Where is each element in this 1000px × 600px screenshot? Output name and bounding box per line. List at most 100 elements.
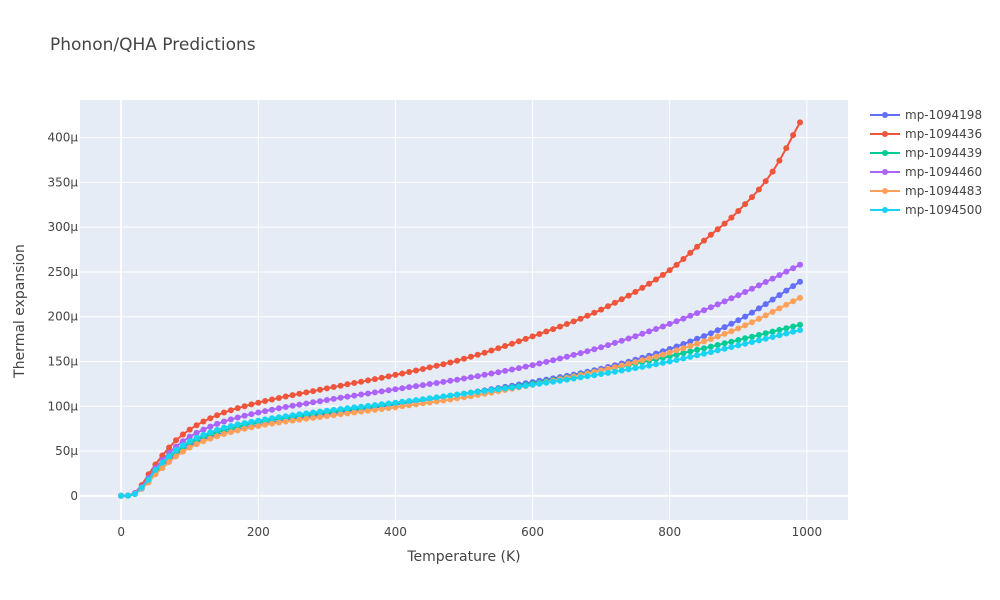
series-line: [121, 121, 801, 497]
data-point: [509, 340, 515, 347]
data-point: [481, 371, 488, 378]
data-point: [282, 393, 289, 400]
data-point: [440, 361, 447, 368]
data-point: [447, 392, 454, 399]
data-point: [269, 406, 275, 413]
legend-item[interactable]: mp-1094460: [870, 165, 982, 179]
data-point: [419, 400, 426, 407]
data-point: [742, 335, 749, 342]
data-point: [769, 328, 776, 335]
data-point: [351, 409, 358, 416]
data-point: [639, 357, 646, 364]
data-point: [735, 208, 742, 214]
data-point: [570, 351, 577, 358]
data-point: [392, 371, 399, 378]
data-point: [385, 405, 392, 412]
data-point: [721, 330, 728, 337]
legend-item[interactable]: mp-1094483: [870, 184, 982, 198]
data-point: [125, 492, 131, 499]
data-point: [193, 434, 200, 441]
data-point: [598, 371, 605, 377]
y-tick-label: 400µ: [47, 131, 78, 145]
data-point: [234, 427, 241, 434]
data-point: [385, 373, 392, 380]
data-point: [755, 337, 762, 344]
data-point: [255, 409, 262, 416]
data-point: [783, 301, 790, 308]
data-point: [721, 340, 728, 347]
data-point: [303, 400, 310, 407]
data-point: [378, 401, 385, 408]
data-point: [666, 349, 673, 356]
data-point: [337, 394, 344, 401]
data-point: [337, 406, 344, 412]
data-point: [481, 349, 488, 356]
data-point: [714, 301, 721, 308]
data-point: [474, 373, 481, 380]
data-point: [275, 419, 282, 426]
data-point: [728, 328, 735, 335]
data-point: [673, 318, 680, 325]
legend[interactable]: mp-1094198 mp-1094436 mp-1094439 mp-1094460…: [870, 108, 982, 217]
data-point: [701, 307, 707, 314]
legend-item[interactable]: mp-1094500: [870, 203, 982, 217]
data-point: [769, 334, 776, 340]
data-point: [742, 289, 749, 295]
data-point: [193, 422, 200, 429]
data-point: [344, 405, 351, 412]
legend-label: mp-1094436: [905, 127, 982, 141]
legend-item[interactable]: mp-1094198: [870, 108, 982, 122]
data-point: [413, 383, 419, 390]
data-point: [776, 305, 783, 312]
data-point: [426, 399, 433, 406]
data-point: [762, 312, 769, 319]
data-point: [694, 340, 701, 347]
data-point: [543, 379, 550, 386]
data-point: [399, 403, 406, 410]
data-point: [749, 309, 755, 316]
series-line: [121, 263, 801, 497]
data-point: [371, 389, 378, 396]
legend-label: mp-1094439: [905, 146, 982, 160]
data-point: [632, 288, 639, 295]
legend-item[interactable]: mp-1094439: [870, 146, 982, 160]
data-point: [310, 388, 317, 395]
data-point: [769, 275, 776, 282]
data-point: [138, 484, 145, 491]
data-point: [591, 346, 598, 353]
data-point: [241, 412, 248, 419]
data-point: [200, 431, 207, 438]
data-point: [762, 178, 769, 185]
data-point: [289, 412, 296, 419]
data-point: [714, 342, 721, 348]
data-point: [248, 401, 255, 408]
data-point: [433, 394, 440, 401]
legend-item[interactable]: mp-1094436: [870, 127, 982, 141]
data-point: [330, 406, 337, 413]
data-point: [419, 396, 426, 403]
data-point: [227, 423, 234, 429]
data-point: [385, 400, 392, 407]
data-point: [529, 333, 536, 340]
data-point: [495, 386, 502, 393]
data-point: [413, 397, 419, 404]
data-point: [749, 319, 755, 326]
data-point: [344, 381, 351, 388]
data-point: [783, 145, 790, 152]
data-point: [234, 405, 241, 412]
data-point: [227, 416, 234, 423]
data-point: [666, 267, 673, 274]
data-point: [378, 374, 385, 381]
data-point: [255, 417, 262, 424]
data-point: [186, 444, 193, 451]
data-point: [207, 423, 214, 430]
series-layer: [118, 119, 803, 499]
data-point: [179, 431, 186, 438]
data-point: [413, 367, 419, 374]
data-point: [714, 347, 721, 354]
data-point: [755, 305, 762, 312]
data-point: [303, 410, 310, 417]
data-point: [632, 333, 639, 340]
data-point: [762, 335, 769, 342]
